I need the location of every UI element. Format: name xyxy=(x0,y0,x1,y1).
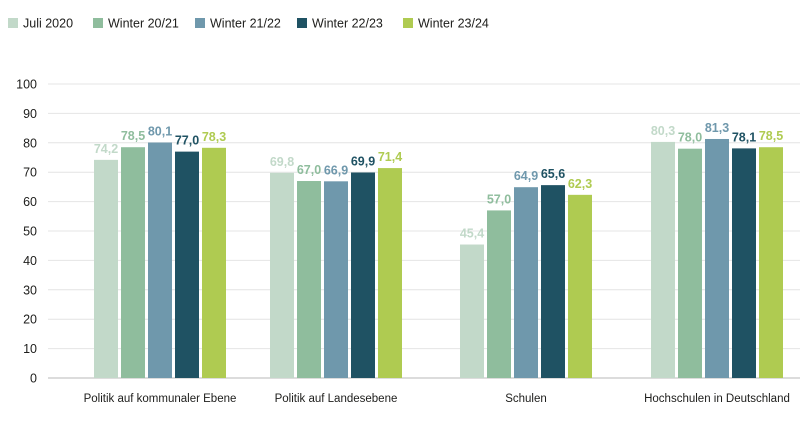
value-label: 64,9 xyxy=(514,169,538,183)
value-label: 62,3 xyxy=(568,177,592,191)
x-category-label: Politik auf Landesebene xyxy=(275,393,398,405)
bar-winter-20-21-schulen xyxy=(487,210,511,378)
value-label: 69,8 xyxy=(270,155,294,169)
y-tick-label: 30 xyxy=(23,283,37,297)
value-label: 45,4 xyxy=(460,227,484,241)
legend-label: Winter 21/22 xyxy=(210,17,281,31)
bar-winter-22-23-politik-auf-kommunaler-ebene xyxy=(175,151,199,378)
value-label: 69,9 xyxy=(351,154,375,168)
value-label: 77,0 xyxy=(175,134,199,148)
y-axis: 0 10 20 30 40 50 60 70 80 90 100 xyxy=(16,78,37,386)
value-label: 78,0 xyxy=(678,131,702,145)
bar-winter-22-23-schulen xyxy=(541,185,565,378)
value-label: 67,0 xyxy=(297,163,321,177)
bar-juli-2020-politik-auf-landesebene xyxy=(270,172,294,378)
legend-swatch xyxy=(8,18,18,28)
bar-winter-23-24-politik-auf-kommunaler-ebene xyxy=(202,147,226,378)
x-category-label: Hochschulen in Deutschland xyxy=(644,393,790,405)
bar-winter-20-21-politik-auf-landesebene xyxy=(297,181,321,378)
bar-winter-20-21-politik-auf-kommunaler-ebene xyxy=(121,147,145,378)
y-tick-label: 90 xyxy=(23,107,37,121)
x-category-label: Politik auf kommunaler Ebene xyxy=(84,393,237,405)
legend-item-juli-2020: Juli 2020 xyxy=(8,17,73,31)
value-label: 57,0 xyxy=(487,192,511,206)
y-tick-label: 50 xyxy=(23,225,37,239)
y-tick-label: 100 xyxy=(16,78,37,92)
x-category-label: Schulen xyxy=(505,393,547,405)
bar-winter-21-22-politik-auf-kommunaler-ebene xyxy=(148,142,172,378)
legend-item-winter-21-22: Winter 21/22 xyxy=(195,17,281,31)
bar-winter-21-22-hochschulen-in-deutschland xyxy=(705,138,729,378)
legend-item-winter-20-21: Winter 20/21 xyxy=(93,17,179,31)
legend-swatch xyxy=(93,18,103,28)
value-label: 78,3 xyxy=(202,130,226,144)
value-label: 71,4 xyxy=(378,150,402,164)
legend-swatch xyxy=(403,18,413,28)
legend-swatch xyxy=(297,18,307,28)
value-label: 66,9 xyxy=(324,163,348,177)
value-label: 74,2 xyxy=(94,142,118,156)
bar-winter-23-24-hochschulen-in-deutschland xyxy=(759,147,783,378)
legend: Juli 2020 Winter 20/21 Winter 21/22 Winter … xyxy=(8,17,489,31)
legend-item-winter-23-24: Winter 23/24 xyxy=(403,17,489,31)
bars xyxy=(94,138,783,378)
value-label: 78,5 xyxy=(759,129,783,143)
y-tick-label: 60 xyxy=(23,195,37,209)
y-tick-label: 20 xyxy=(23,313,37,327)
bar-winter-21-22-schulen xyxy=(514,187,538,378)
gridlines xyxy=(48,83,800,379)
bar-juli-2020-schulen xyxy=(460,244,484,378)
y-tick-label: 40 xyxy=(23,254,37,268)
bar-winter-23-24-schulen xyxy=(568,194,592,378)
bar-juli-2020-politik-auf-kommunaler-ebene xyxy=(94,159,118,378)
legend-label: Winter 20/21 xyxy=(108,17,179,31)
value-labels: 74,278,5 80,177,0 78,369,867,0 66,969,9 71,4… xyxy=(94,121,783,241)
bar-winter-22-23-hochschulen-in-deutschland xyxy=(732,148,756,378)
legend-label: Winter 23/24 xyxy=(418,17,489,31)
y-tick-label: 70 xyxy=(23,166,37,180)
value-label: 80,3 xyxy=(651,124,675,138)
legend-label: Juli 2020 xyxy=(23,17,73,31)
value-label: 78,5 xyxy=(121,129,145,143)
bar-juli-2020-hochschulen-in-deutschland xyxy=(651,141,675,378)
bar-winter-22-23-politik-auf-landesebene xyxy=(351,172,375,378)
value-label: 65,6 xyxy=(541,167,565,181)
y-tick-label: 10 xyxy=(23,342,37,356)
value-label: 81,3 xyxy=(705,121,729,135)
bar-winter-21-22-politik-auf-landesebene xyxy=(324,181,348,378)
y-tick-label: 0 xyxy=(30,372,37,386)
bar-winter-20-21-hochschulen-in-deutschland xyxy=(678,148,702,378)
legend-swatch xyxy=(195,18,205,28)
legend-label: Winter 22/23 xyxy=(312,17,383,31)
y-tick-label: 80 xyxy=(23,136,37,150)
bar-winter-23-24-politik-auf-landesebene xyxy=(378,168,402,378)
value-label: 78,1 xyxy=(732,130,756,144)
x-axis: Politik auf kommunaler Ebene Politik auf … xyxy=(84,393,790,405)
value-label: 80,1 xyxy=(148,125,172,139)
legend-item-winter-22-23: Winter 22/23 xyxy=(297,17,383,31)
